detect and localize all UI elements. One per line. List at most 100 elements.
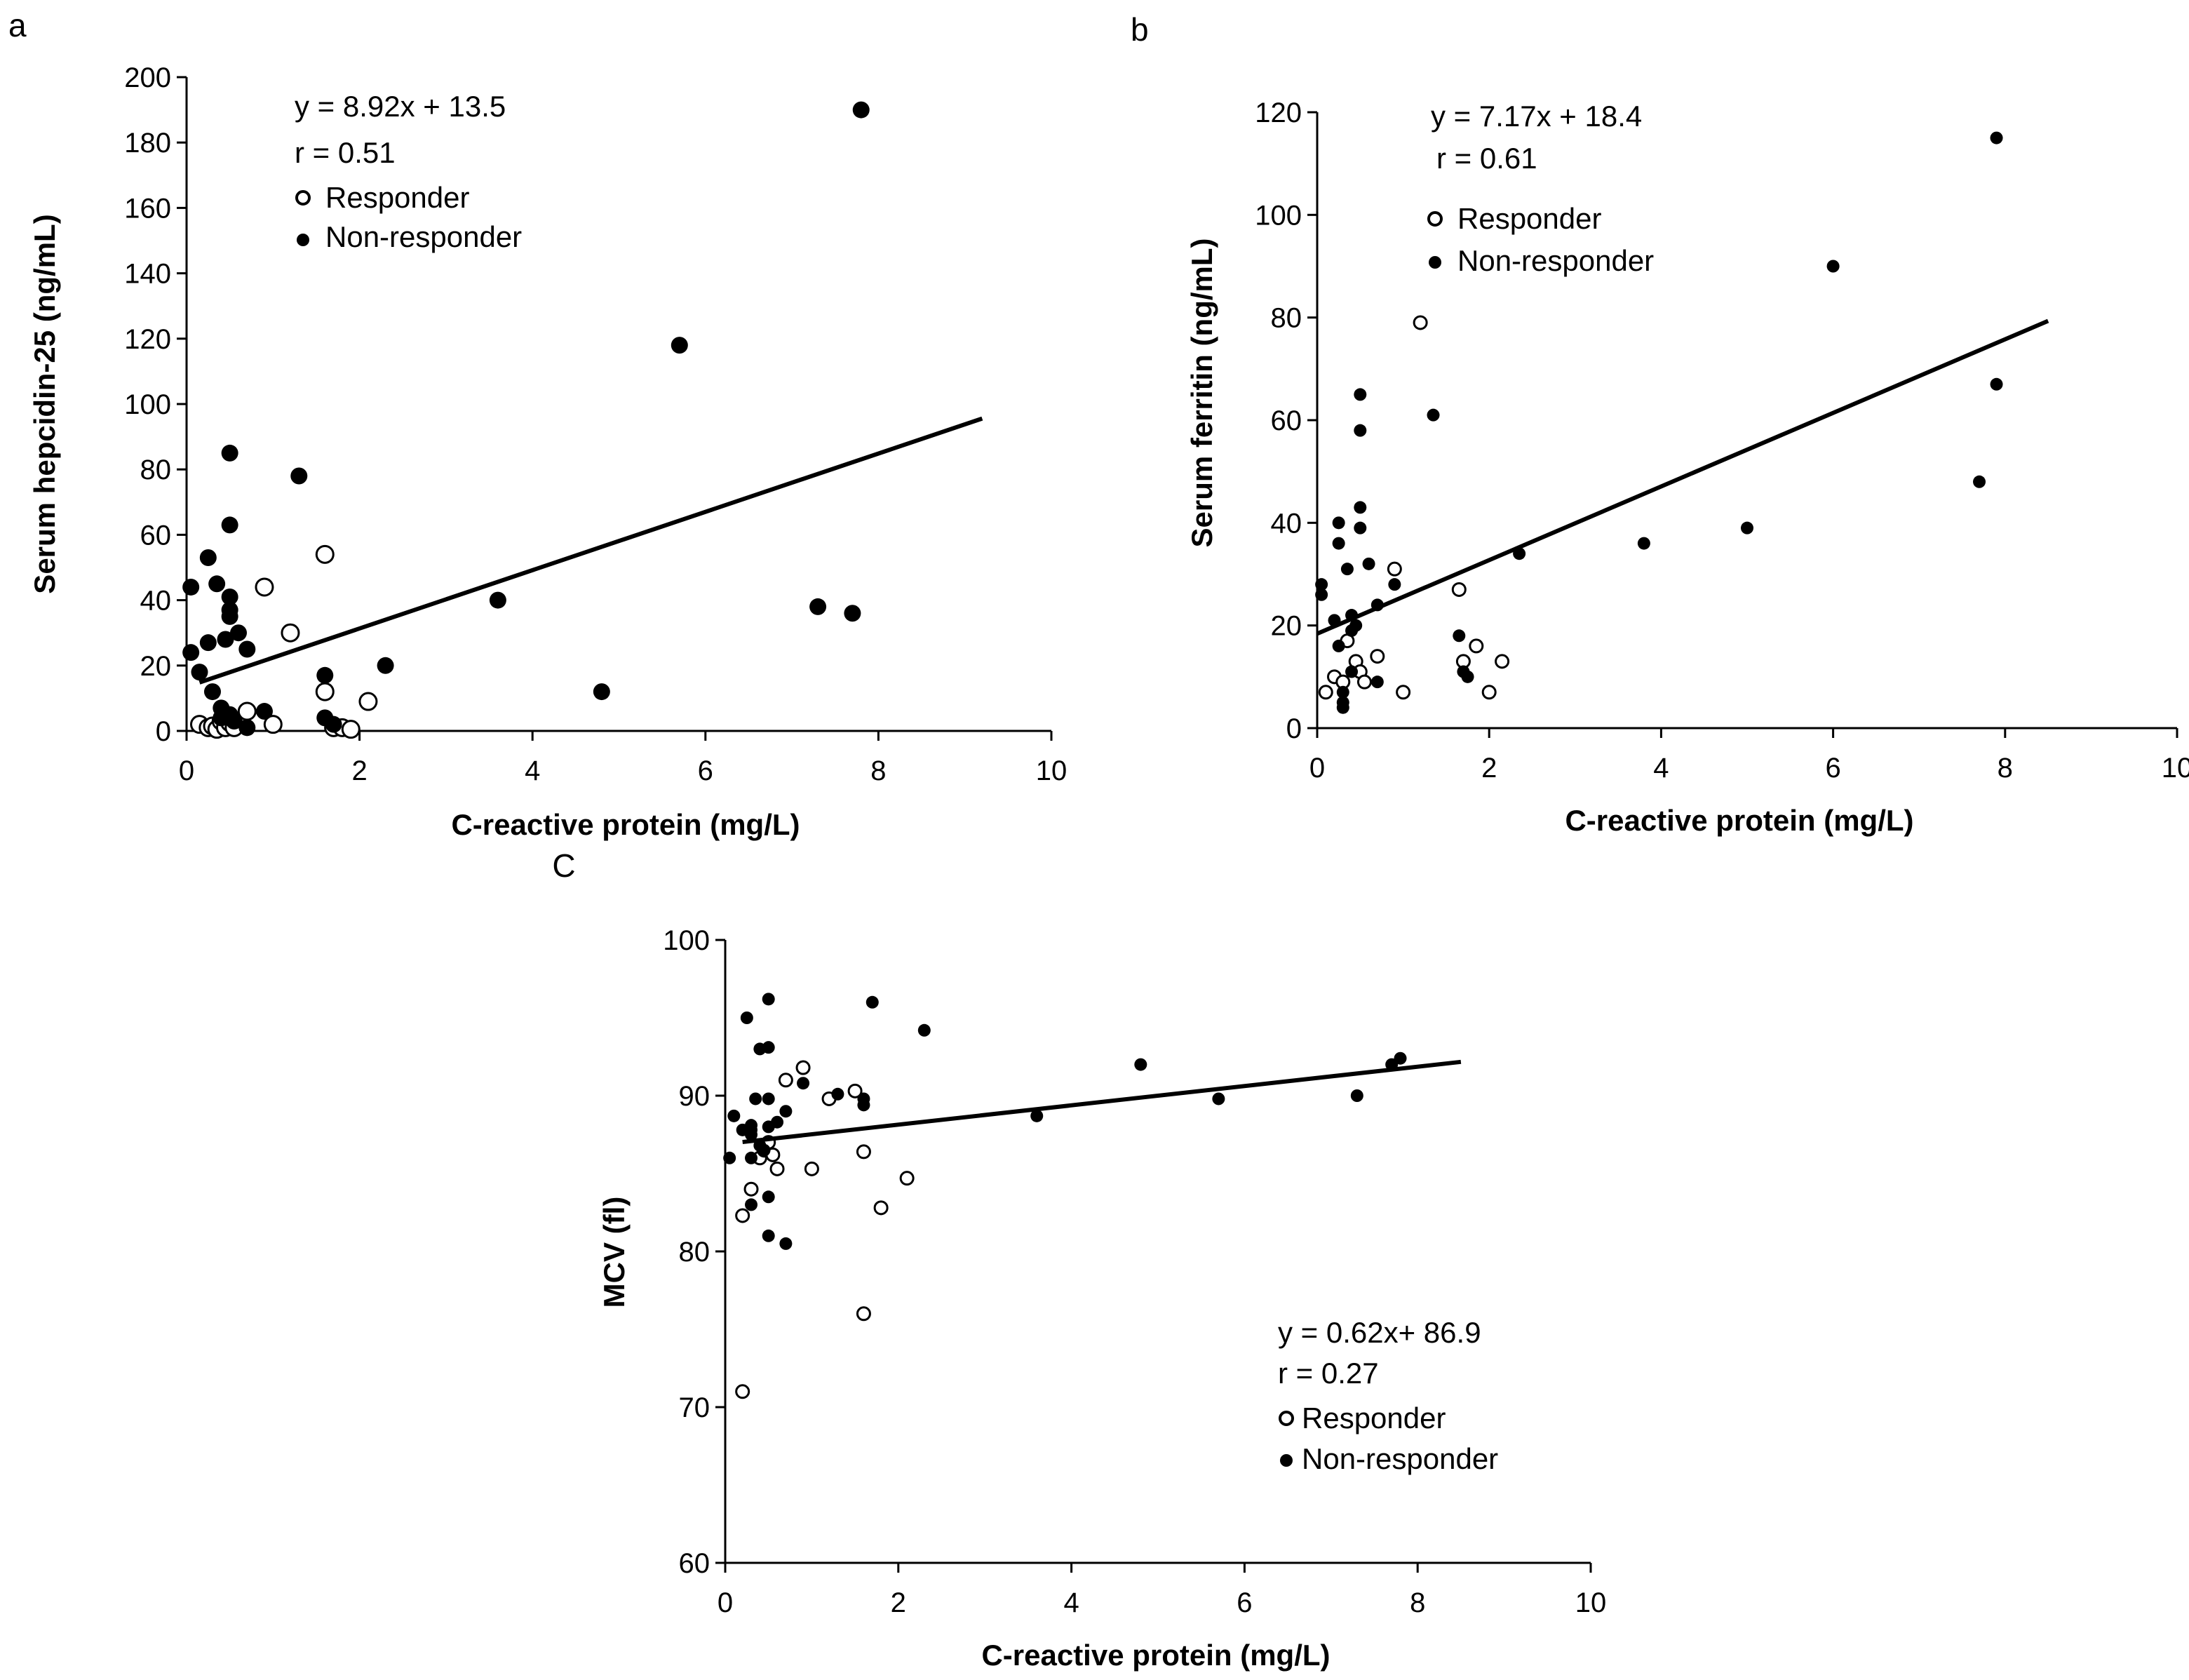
- non-responder-point: [866, 995, 879, 1009]
- y-axis-label-c: MCV (fl): [598, 1197, 631, 1308]
- responder-point: [1318, 685, 1333, 700]
- non-responder-point: [671, 337, 688, 354]
- non-responder-point: [762, 1092, 775, 1106]
- x-ticks-c: 0 2 4 6 8 10: [718, 1563, 1606, 1618]
- responder-point: [315, 682, 335, 701]
- non-responder-point: [229, 624, 247, 642]
- non-responder-point: [377, 657, 394, 674]
- y-axis-label-a: Serum hepcidin-25 (ng/mL): [28, 214, 61, 593]
- x-tick-label: 0: [718, 1587, 733, 1618]
- trendline-a: [198, 416, 983, 685]
- responder-point: [255, 577, 274, 597]
- responder-point: [856, 1306, 871, 1322]
- non-responder-point: [749, 1092, 762, 1106]
- non-responder-point: [1350, 1089, 1363, 1102]
- responder-point: [769, 1161, 785, 1176]
- points-c: [723, 993, 1407, 1399]
- non-responder-point: [1427, 408, 1440, 422]
- non-responder-point: [1461, 670, 1474, 683]
- non-responder-point: [1030, 1109, 1044, 1122]
- x-tick-label: 6: [698, 755, 713, 786]
- non-responder-point: [199, 634, 217, 652]
- non-responder-point: [1315, 588, 1328, 601]
- non-responder-point: [182, 644, 200, 661]
- y-tick-label: 90: [679, 1081, 710, 1112]
- responder-point: [263, 715, 283, 734]
- x-tick-label: 8: [1998, 753, 2013, 784]
- legend-marker-nonresponder-b: [1429, 256, 1441, 269]
- responder-point: [899, 1171, 915, 1186]
- non-responder-point: [1332, 516, 1345, 530]
- legend-label-nonresponder-a: Non-responder: [325, 220, 522, 253]
- non-responder-point: [191, 664, 208, 681]
- responder-point: [315, 544, 335, 564]
- non-responder-point: [221, 588, 238, 605]
- non-responder-point: [203, 683, 221, 701]
- non-responder-point: [1453, 629, 1466, 643]
- non-responder-point: [740, 1012, 753, 1024]
- y-tick-label: 60: [140, 520, 172, 551]
- non-responder-point: [1340, 563, 1354, 576]
- chart-a: a 0 20 40 60 80 100 120 140 160 180 200 0 2 4 6 8 10 y …: [8, 7, 1067, 841]
- x-tick-label: 2: [891, 1587, 906, 1618]
- non-responder-point: [1990, 131, 2003, 145]
- y-tick-label: 0: [1286, 713, 1302, 744]
- x-tick-label: 8: [870, 755, 886, 786]
- non-responder-point: [762, 1041, 775, 1054]
- y-ticks-b: 0 20 40 60 80 100 120: [1255, 98, 1317, 744]
- y-tick-label: 100: [1255, 200, 1302, 231]
- responder-point: [847, 1083, 863, 1098]
- y-tick-label: 80: [1271, 303, 1302, 334]
- non-responder-point: [809, 598, 827, 615]
- non-responder-point: [1354, 424, 1367, 437]
- non-responder-point: [831, 1087, 844, 1101]
- non-responder-point: [1315, 578, 1328, 591]
- non-responder-point: [316, 666, 334, 684]
- non-responder-point: [1362, 557, 1375, 570]
- non-responder-point: [1212, 1092, 1225, 1106]
- x-tick-label: 10: [1575, 1587, 1607, 1618]
- r-value-a: r = 0.51: [295, 136, 396, 169]
- responder-point: [873, 1200, 889, 1216]
- equation-a: y = 8.92x + 13.5: [295, 90, 506, 123]
- non-responder-point: [1134, 1058, 1147, 1071]
- points-a: [182, 101, 870, 739]
- y-tick-label: 60: [1271, 405, 1302, 436]
- y-tick-label: 60: [679, 1548, 710, 1579]
- non-responder-point: [1336, 685, 1349, 699]
- non-responder-point: [182, 578, 200, 596]
- non-responder-point: [1332, 639, 1345, 652]
- non-responder-point: [1336, 701, 1349, 714]
- x-axis-label-c: C-reactive protein (mg/L): [981, 1639, 1330, 1672]
- x-tick-label: 8: [1410, 1587, 1425, 1618]
- x-tick-label: 2: [351, 755, 367, 786]
- x-axis-label-a: C-reactive protein (mg/L): [451, 808, 800, 841]
- legend-marker-nonresponder-c: [1280, 1454, 1293, 1467]
- responder-point: [743, 1181, 759, 1197]
- non-responder-point: [779, 1237, 793, 1250]
- non-responder-point: [852, 101, 870, 119]
- non-responder-point: [745, 1198, 758, 1211]
- responder-point: [735, 1384, 750, 1399]
- x-tick-label: 4: [1063, 1587, 1079, 1618]
- responder-point: [1387, 561, 1402, 577]
- y-tick-label: 40: [140, 586, 172, 617]
- responder-point: [804, 1161, 819, 1176]
- non-responder-point: [238, 640, 256, 658]
- non-responder-point: [857, 1092, 870, 1106]
- non-responder-point: [290, 467, 308, 485]
- responder-point: [1356, 674, 1372, 690]
- non-responder-point: [771, 1115, 784, 1129]
- x-tick-label: 0: [179, 755, 194, 786]
- legend-label-responder-b: Responder: [1457, 202, 1601, 235]
- non-responder-point: [727, 1109, 741, 1122]
- responder-point: [358, 692, 378, 711]
- trendline-b: [1316, 318, 2049, 636]
- non-responder-point: [255, 703, 273, 720]
- non-responder-point: [917, 1023, 931, 1037]
- y-tick-label: 70: [679, 1392, 710, 1423]
- equation-b: y = 7.17x + 18.4: [1431, 100, 1642, 133]
- non-responder-point: [745, 1151, 758, 1164]
- non-responder-point: [1349, 619, 1363, 632]
